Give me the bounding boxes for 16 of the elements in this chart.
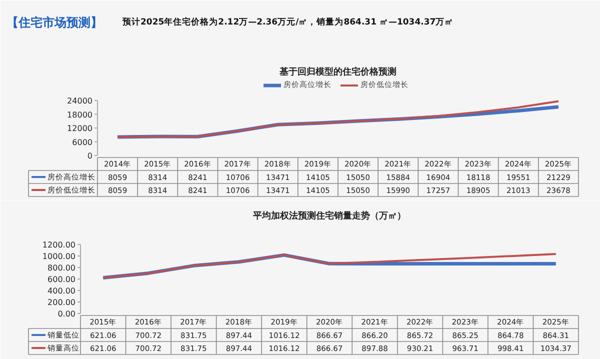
y-tick-label: 6000	[72, 138, 92, 147]
y-tick-label: 24000	[67, 96, 93, 106]
y-tick-label: 400.00	[48, 286, 76, 296]
y-tick-label: 0.00	[58, 310, 76, 318]
y-tick-label: 800.00	[48, 264, 76, 272]
y-tick-label: 1000.00	[42, 252, 76, 261]
y-tick-label: 200.00	[48, 298, 76, 307]
y-tick-label: 18000	[67, 110, 93, 120]
y-tick-label: 1200.00	[42, 240, 76, 250]
y-tick-label: 600.00	[48, 275, 76, 284]
chart-title: 平均加权法预测住宅销量走势（万㎡）	[252, 210, 406, 222]
y-tick-label: 12000	[67, 124, 93, 133]
chart-title: 基于回归模型的住宅价格预测	[278, 66, 396, 78]
text: 【住宅市场预测】	[6, 16, 102, 30]
text: 预计2025年住宅价格为2.12万—2.36万元/㎡，销量为864.31 ㎡—1034.37万㎡	[122, 16, 454, 28]
y-tick-label: 0	[87, 152, 93, 160]
